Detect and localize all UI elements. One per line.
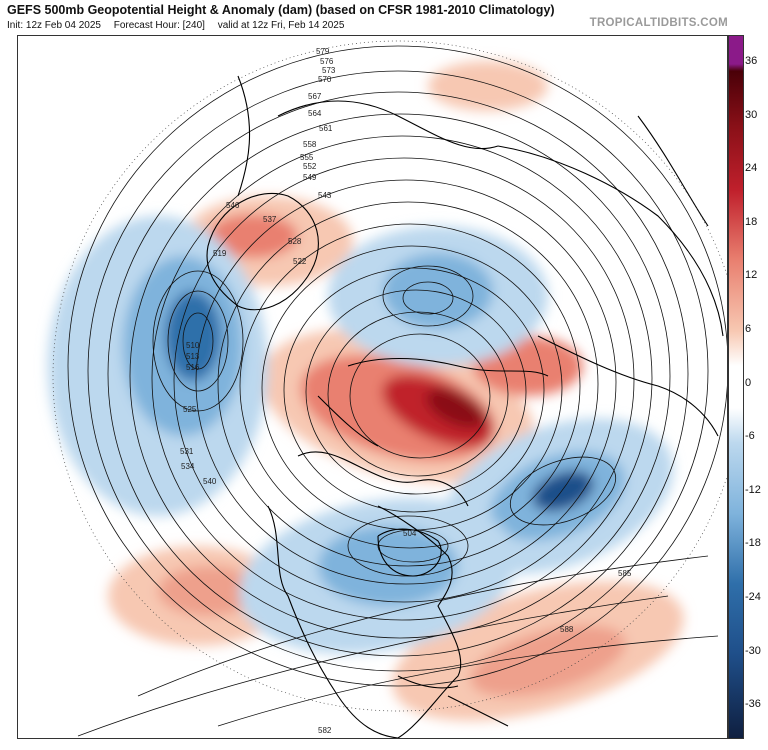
label-522: 522 — [293, 257, 307, 266]
positive-anomaly-central-pacific-core — [158, 566, 258, 616]
colorbar — [728, 35, 744, 739]
coastline-north-america — [267, 505, 462, 738]
coastline-caribbean — [447, 695, 509, 727]
colorbar-tick: -36 — [745, 698, 761, 711]
init-time: Init: 12z Feb 04 2025 — [7, 20, 101, 31]
colorbar-tick: 30 — [745, 108, 758, 121]
positive-anomaly-greenland-core — [208, 214, 298, 258]
colorbar-tick: -12 — [745, 483, 761, 496]
colorbar-gradient — [729, 36, 743, 738]
colorbar-tick: 24 — [745, 162, 758, 175]
label-564: 564 — [308, 109, 322, 118]
label-552: 552 — [303, 162, 317, 171]
colorbar-tick: -6 — [745, 430, 755, 443]
coastlines — [206, 75, 724, 738]
label-570: 570 — [318, 75, 332, 84]
label-528: 528 — [288, 237, 302, 246]
colorbar-tick: 18 — [745, 215, 758, 228]
contour-outer-7 — [195, 179, 617, 585]
negative-anomaly-arctic-core — [383, 253, 493, 329]
contour-trough-pacific-1 — [509, 456, 617, 526]
coastline-gulf — [397, 675, 459, 689]
map-svg: 579 576 573 570 567 564 561 558 555 552 … — [48, 40, 727, 738]
colorbar-tick: -24 — [745, 591, 761, 603]
coastline-hudson-bay — [377, 528, 442, 577]
contour-outer-6 — [173, 157, 635, 603]
coastline-siberia — [317, 358, 549, 447]
contour-trough-atlantic-3 — [182, 312, 214, 370]
header: GEFS 500mb Geopotential Height & Anomaly… — [0, 0, 768, 34]
contour-outer-1 — [67, 45, 727, 687]
label-543: 543 — [318, 191, 332, 200]
contour-outer-3 — [107, 91, 689, 657]
contour-outer-13 — [327, 311, 509, 477]
contour-trough-atlantic-2 — [167, 290, 229, 392]
contour-subtropical-588 — [217, 635, 719, 727]
label-582: 582 — [318, 726, 332, 735]
label-573: 573 — [322, 66, 336, 75]
contour-outer-2 — [87, 70, 709, 672]
contour-outer-12 — [305, 289, 527, 495]
contour-labels: 579 576 573 570 567 564 561 558 555 552 … — [180, 47, 632, 735]
brand-watermark: TROPICALTIDBITS.COM — [589, 17, 728, 29]
contour-outer-8 — [217, 201, 599, 567]
label-513: 513 — [186, 352, 200, 361]
coastline-alaska — [297, 451, 469, 507]
label-558: 558 — [303, 140, 317, 149]
label-576: 576 — [320, 57, 334, 66]
contour-outer-9 — [239, 223, 581, 549]
label-534: 534 — [181, 462, 195, 471]
colorbar-tick: 36 — [745, 55, 758, 67]
contour-trough-atlantic-1 — [152, 270, 244, 412]
negative-anomaly-north-atlantic-max — [165, 291, 221, 381]
contour-outer-5 — [151, 135, 653, 621]
colorbar-tick: 12 — [745, 269, 758, 282]
coastline-greenland — [206, 192, 319, 311]
forecast-hour: Forecast Hour: [240] — [113, 20, 205, 31]
contour-outer-4 — [129, 113, 671, 639]
coastline-europe — [237, 75, 499, 197]
label-510: 510 — [186, 341, 200, 350]
anomaly-shading — [48, 61, 684, 721]
label-525: 525 — [183, 405, 197, 414]
contour-subtropical-582 — [77, 595, 669, 737]
contour-low-arctic-1 — [382, 265, 474, 327]
map-title: GEFS 500mb Geopotential Height & Anomaly… — [7, 3, 555, 17]
valid-time: valid at 12z Fri, Feb 14 2025 — [217, 20, 345, 31]
map-panel: 579 576 573 570 567 564 561 558 555 552 … — [17, 35, 728, 739]
map-subtitle: Init: 12z Feb 04 2025 Forecast Hour: [24… — [7, 20, 354, 31]
label-555: 555 — [300, 153, 314, 162]
height-contours — [67, 45, 727, 737]
label-561: 561 — [319, 124, 333, 133]
label-519: 519 — [213, 249, 227, 258]
label-531: 531 — [180, 447, 194, 456]
label-537: 537 — [263, 215, 277, 224]
label-516: 516 — [186, 363, 200, 372]
colorbar-tick: 6 — [745, 323, 752, 335]
coastline-india — [637, 115, 709, 227]
label-549: 549 — [303, 173, 317, 182]
colorbar-tick: -30 — [745, 644, 761, 657]
positive-anomaly-atlantic-subtropics-core — [470, 625, 626, 697]
label-504: 504 — [403, 529, 417, 538]
contour-outer-11 — [283, 267, 545, 513]
colorbar-tick: -18 — [745, 537, 761, 550]
colorbar-tick: 0 — [745, 376, 752, 389]
label-585: 585 — [618, 569, 632, 578]
contour-low-arctic-2 — [402, 281, 454, 315]
label-567: 567 — [308, 92, 322, 101]
coastline-asia — [497, 145, 724, 437]
label-540: 540 — [203, 477, 217, 486]
positive-anomaly-siberia-peak — [426, 388, 486, 428]
positive-anomaly-north-atlantic — [428, 61, 548, 111]
label-579: 579 — [316, 47, 330, 56]
contour-subtropical-585 — [137, 555, 709, 697]
label-588: 588 — [560, 625, 574, 634]
colorbar-svg — [729, 36, 743, 738]
label-546: 546 — [226, 201, 240, 210]
contour-outer-14 — [349, 333, 491, 459]
